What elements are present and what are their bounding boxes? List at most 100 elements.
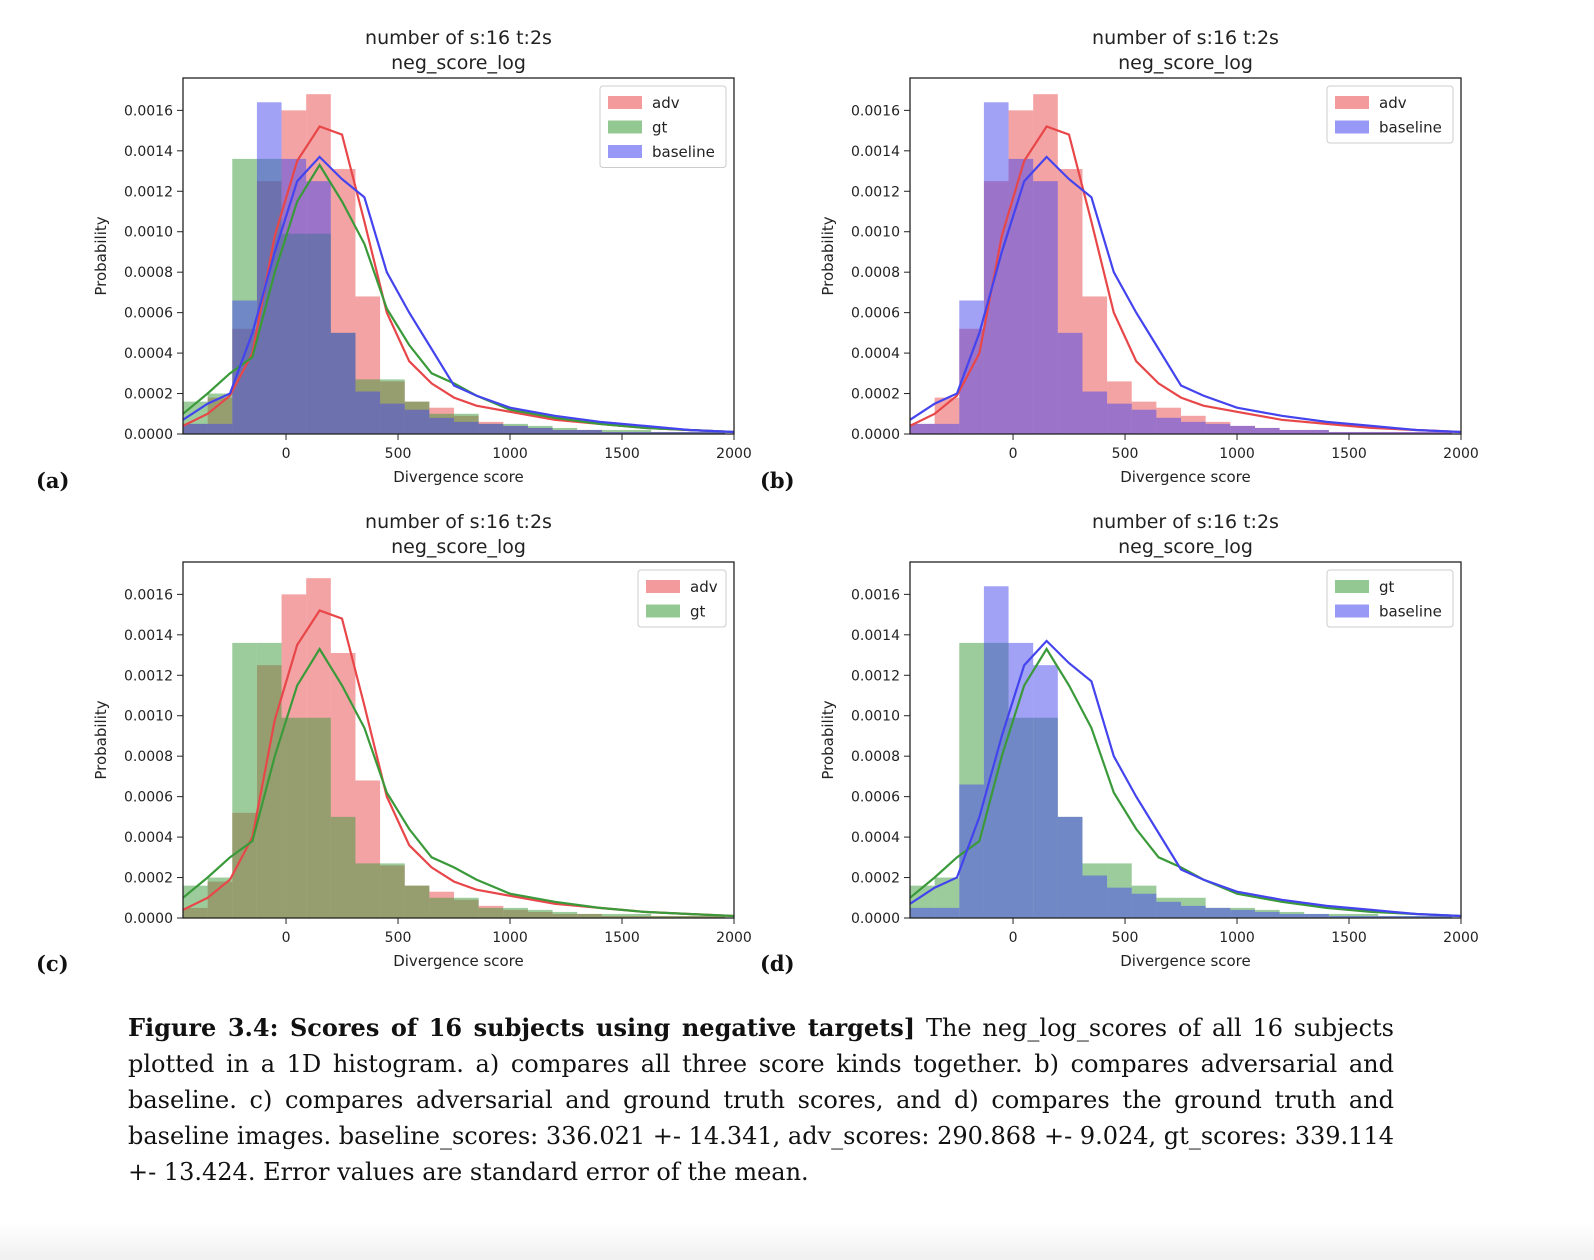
y-tick-label: 0.0012	[124, 184, 173, 200]
histogram-bar-baseline	[1230, 909, 1255, 918]
histogram-chart-b: number of s:16 t:2s neg_score_log 0.0000 0.…	[819, 27, 1479, 486]
chart-title-line: number of s:16 t:2s	[365, 27, 552, 49]
histogram-chart-c: number of s:16 t:2s neg_score_log 0.0000 0.…	[92, 511, 752, 970]
figure-caption: Figure 3.4: Scores of 16 subjects using …	[128, 1010, 1394, 1190]
histogram-bar-baseline	[478, 423, 504, 434]
histogram-bar-baseline	[404, 409, 430, 434]
x-tick-label: 1000	[492, 930, 528, 946]
y-tick-label: 0.0008	[851, 749, 900, 765]
y-tick-label: 0.0004	[851, 830, 900, 846]
histogram-bar-gt	[454, 897, 479, 918]
x-tick-label: 500	[385, 930, 412, 946]
y-tick-label: 0.0016	[124, 587, 173, 603]
y-tick-label: 0.0008	[124, 265, 173, 281]
y-axis-label: Probability	[819, 216, 837, 295]
plot-frame	[182, 561, 735, 919]
histogram-bar-baseline	[1131, 409, 1157, 434]
histogram-bar-baseline	[552, 429, 578, 434]
histogram-bar-baseline	[1427, 431, 1453, 434]
legend-label-adv: adv	[652, 94, 680, 112]
x-tick-label: 1500	[604, 446, 640, 462]
panel-label-c: (c)	[36, 951, 69, 976]
histogram-bar-baseline	[1008, 158, 1034, 434]
y-tick-label: 0.0016	[124, 103, 173, 119]
x-tick-label: 1500	[1331, 930, 1367, 946]
histogram-bar-baseline	[1230, 425, 1255, 434]
chart-title-line: number of s:16 t:2s	[1092, 27, 1279, 49]
chart-title-line: neg_score_log	[391, 536, 526, 558]
legend-label-baseline: baseline	[652, 143, 715, 161]
histogram-bar-gt	[330, 816, 356, 918]
histogram-bar-baseline	[626, 431, 652, 434]
y-tick-label: 0.0006	[851, 306, 900, 322]
y-tick-label: 0.0000	[851, 911, 900, 927]
histogram-bar-baseline	[675, 431, 701, 434]
y-tick-label: 0.0000	[851, 427, 900, 443]
y-axis-label: Probability	[819, 700, 837, 779]
legend-label-gt: gt	[652, 119, 668, 137]
histogram-bar-baseline	[183, 423, 208, 434]
x-tick-label: 0	[1009, 446, 1018, 462]
histogram-bar-baseline	[355, 391, 381, 434]
histogram-bar-gt	[404, 885, 430, 918]
histogram-bar-baseline	[1205, 423, 1231, 434]
legend-label-adv: adv	[1379, 94, 1407, 112]
legend-swatch-baseline	[1335, 120, 1369, 134]
x-tick-label: 2000	[716, 446, 752, 462]
histogram-bar-baseline	[281, 158, 307, 434]
legend-swatch-gt	[646, 604, 680, 618]
y-tick-label: 0.0012	[851, 184, 900, 200]
legend-label-gt: gt	[1379, 578, 1395, 596]
chart-title-line: neg_score_log	[1118, 536, 1253, 558]
histogram-bar-gt	[380, 863, 405, 918]
histogram-bar-baseline	[1304, 429, 1329, 434]
y-tick-label: 0.0010	[851, 225, 900, 241]
chart-title-line: number of s:16 t:2s	[1092, 511, 1279, 533]
kde-line-gt	[182, 162, 735, 434]
x-tick-label: 1500	[604, 930, 640, 946]
x-axis-label: Divergence score	[393, 952, 524, 970]
legend-label-adv: adv	[690, 578, 718, 596]
histogram-bar-baseline	[1378, 431, 1403, 434]
y-tick-label: 0.0012	[124, 668, 173, 684]
x-tick-label: 0	[282, 446, 291, 462]
y-tick-label: 0.0006	[851, 790, 900, 806]
y-tick-label: 0.0014	[124, 628, 173, 644]
y-tick-label: 0.0010	[851, 709, 900, 725]
page-bottom-edge	[0, 1222, 1594, 1260]
histogram-bar-baseline	[910, 423, 935, 434]
histogram-bar-baseline	[1107, 887, 1132, 918]
histogram-bar-baseline	[1033, 665, 1058, 918]
x-tick-label: 1000	[1219, 930, 1255, 946]
histogram-bar-gt	[626, 913, 652, 918]
y-tick-label: 0.0006	[124, 790, 173, 806]
histogram-bar-baseline	[1328, 431, 1354, 434]
x-tick-label: 2000	[1443, 446, 1479, 462]
histogram-bar-baseline	[1353, 915, 1379, 918]
y-axis-label: Probability	[92, 216, 110, 295]
plot-frame	[909, 77, 1462, 435]
x-tick-label: 500	[1112, 446, 1139, 462]
histogram-bar-baseline	[527, 427, 553, 434]
panel-label-b: (b)	[760, 468, 795, 493]
panel-label-d: (d)	[760, 951, 795, 976]
histogram-bar-baseline	[380, 403, 405, 434]
histogram-bar-baseline	[1328, 915, 1354, 918]
histogram-bar-gt	[601, 913, 627, 918]
x-axis-label: Divergence score	[1120, 468, 1251, 486]
histogram-bar-baseline	[700, 431, 726, 434]
chart-title-line: neg_score_log	[1118, 52, 1253, 74]
histogram-bar-baseline	[910, 907, 935, 918]
plot-frame	[182, 77, 735, 435]
legend-swatch-baseline	[1335, 604, 1369, 618]
histogram-bar-baseline	[1181, 421, 1206, 434]
x-tick-label: 0	[282, 930, 291, 946]
caption-text: The neg_log_scores of all 16 subjects pl…	[128, 1014, 1394, 1186]
histogram-bar-baseline	[1279, 913, 1305, 918]
histogram-bar-gt	[429, 897, 455, 918]
histogram-bar-gt	[306, 717, 331, 918]
histogram-bar-gt	[232, 642, 257, 918]
kde-line-gt	[182, 646, 735, 918]
histogram-bar-baseline	[1082, 875, 1108, 918]
histogram-bar-baseline	[1008, 642, 1034, 918]
